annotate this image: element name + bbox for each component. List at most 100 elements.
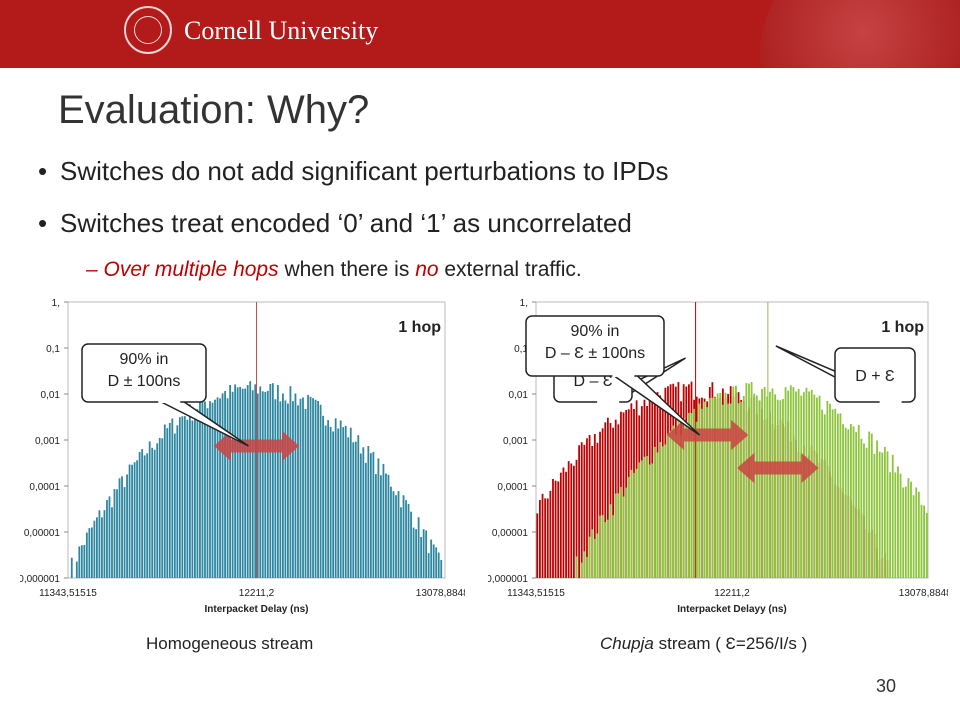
- histogram-bar: [774, 394, 777, 578]
- histogram-bar: [596, 442, 599, 578]
- histogram-bar: [776, 399, 779, 578]
- histogram-bar: [231, 391, 234, 578]
- histogram-bar: [437, 552, 440, 578]
- histogram-bar: [539, 500, 541, 578]
- histogram-bar: [377, 458, 380, 578]
- histogram-bar: [737, 403, 740, 578]
- histogram-bar: [385, 473, 387, 578]
- histogram-bar: [136, 460, 139, 578]
- histogram-bar: [575, 459, 578, 578]
- histogram-bar: [779, 400, 782, 578]
- histogram-bar: [407, 503, 410, 578]
- histogram-bar: [116, 489, 118, 578]
- brand-name: Cornell University: [184, 16, 379, 45]
- histogram-bar: [802, 392, 805, 578]
- histogram-bar: [724, 392, 727, 578]
- histogram-bar: [322, 415, 325, 578]
- callout-box: [525, 315, 665, 377]
- histogram-bar: [580, 562, 583, 578]
- histogram-bar: [873, 453, 876, 578]
- histogram-bar: [392, 491, 395, 578]
- histogram-bar: [415, 529, 417, 578]
- histogram-bar: [698, 403, 701, 578]
- histogram-bar: [362, 447, 365, 578]
- histogram-bar: [557, 481, 560, 578]
- histogram-bar: [78, 546, 81, 578]
- histogram-bar: [912, 495, 915, 578]
- histogram-bar: [685, 421, 688, 578]
- histogram-bar: [735, 385, 737, 578]
- histogram-bar: [126, 474, 128, 578]
- bullet-2: • Switches treat encoded ‘0’ and ‘1’ as u…: [38, 208, 632, 238]
- histogram-bar: [656, 452, 659, 578]
- histogram-bar: [163, 424, 166, 578]
- histogram-bar: [601, 428, 604, 578]
- histogram-bar: [138, 451, 141, 578]
- histogram-bar: [387, 474, 390, 578]
- histogram-bar: [186, 419, 189, 578]
- histogram-bar: [427, 553, 430, 578]
- histogram-bar: [857, 424, 860, 578]
- histogram-bar: [591, 445, 594, 578]
- histogram-bar: [226, 398, 229, 578]
- histogram-bar: [604, 422, 607, 578]
- slide-number: 30: [876, 676, 897, 696]
- callout-joint: [158, 398, 181, 403]
- bullet-2-text: Switches treat encoded ‘0’ and ‘1’ as un…: [60, 208, 632, 238]
- histogram-bar: [669, 430, 672, 578]
- histogram-bar: [422, 529, 425, 578]
- homogeneous-chart: 1, 0,1 0,01 0,001 0,0001 0,00001 0,000001 11343…: [20, 298, 465, 615]
- histogram-bar: [241, 388, 244, 578]
- histogram-bar: [562, 467, 565, 578]
- histogram-bar: [417, 517, 420, 578]
- histogram-bar: [816, 397, 818, 578]
- legend-label: 1 hop: [398, 319, 441, 336]
- histogram-bar: [75, 561, 78, 578]
- histogram-bar: [680, 435, 682, 578]
- histogram-bar: [292, 401, 294, 578]
- histogram-bar: [593, 433, 596, 578]
- histogram-bar: [101, 517, 103, 578]
- histogram-bar: [792, 387, 795, 578]
- histogram-bar: [850, 424, 852, 578]
- histogram-bar: [158, 437, 161, 578]
- histogram-bar: [183, 416, 186, 578]
- histogram-bar: [402, 495, 405, 578]
- y-tick-label: 0,001: [503, 436, 528, 447]
- histogram-bar: [627, 476, 630, 578]
- histogram-bar: [808, 391, 810, 578]
- histogram-bar: [761, 388, 763, 578]
- histogram-bar: [721, 404, 724, 578]
- histogram-bar: [354, 441, 357, 578]
- histogram-bar: [719, 392, 722, 578]
- histogram-bar: [420, 536, 423, 578]
- histogram-bar: [552, 478, 554, 578]
- histogram-bar: [304, 409, 307, 578]
- histogram-bar: [374, 474, 377, 578]
- callout-text-1: D + Ɛ: [855, 368, 895, 385]
- histogram-bar: [352, 442, 355, 578]
- histogram-bar: [299, 398, 302, 578]
- histogram-bar: [181, 416, 184, 578]
- histogram-bar: [711, 397, 714, 578]
- histogram-bar: [281, 393, 284, 578]
- histogram-bar: [106, 500, 108, 578]
- histogram-bar: [339, 420, 342, 578]
- histogram-bar: [771, 388, 774, 578]
- histogram-bar: [123, 487, 126, 578]
- histogram-bar: [599, 515, 601, 578]
- histogram-bar: [435, 547, 438, 578]
- histogram-bar: [784, 387, 787, 578]
- callout-joint: [612, 372, 635, 377]
- histogram-bar: [904, 486, 907, 578]
- histogram-bar: [276, 385, 279, 578]
- histogram-bar: [865, 447, 868, 578]
- histogram-bar: [244, 388, 247, 578]
- histogram-bar: [324, 425, 327, 578]
- histogram-bar: [870, 433, 873, 578]
- histogram-bar: [108, 496, 111, 578]
- histogram-bar: [687, 412, 690, 578]
- y-tick-label: 1,: [52, 298, 60, 309]
- y-tick-label: 0,0001: [29, 482, 60, 493]
- histogram-bar: [380, 475, 382, 578]
